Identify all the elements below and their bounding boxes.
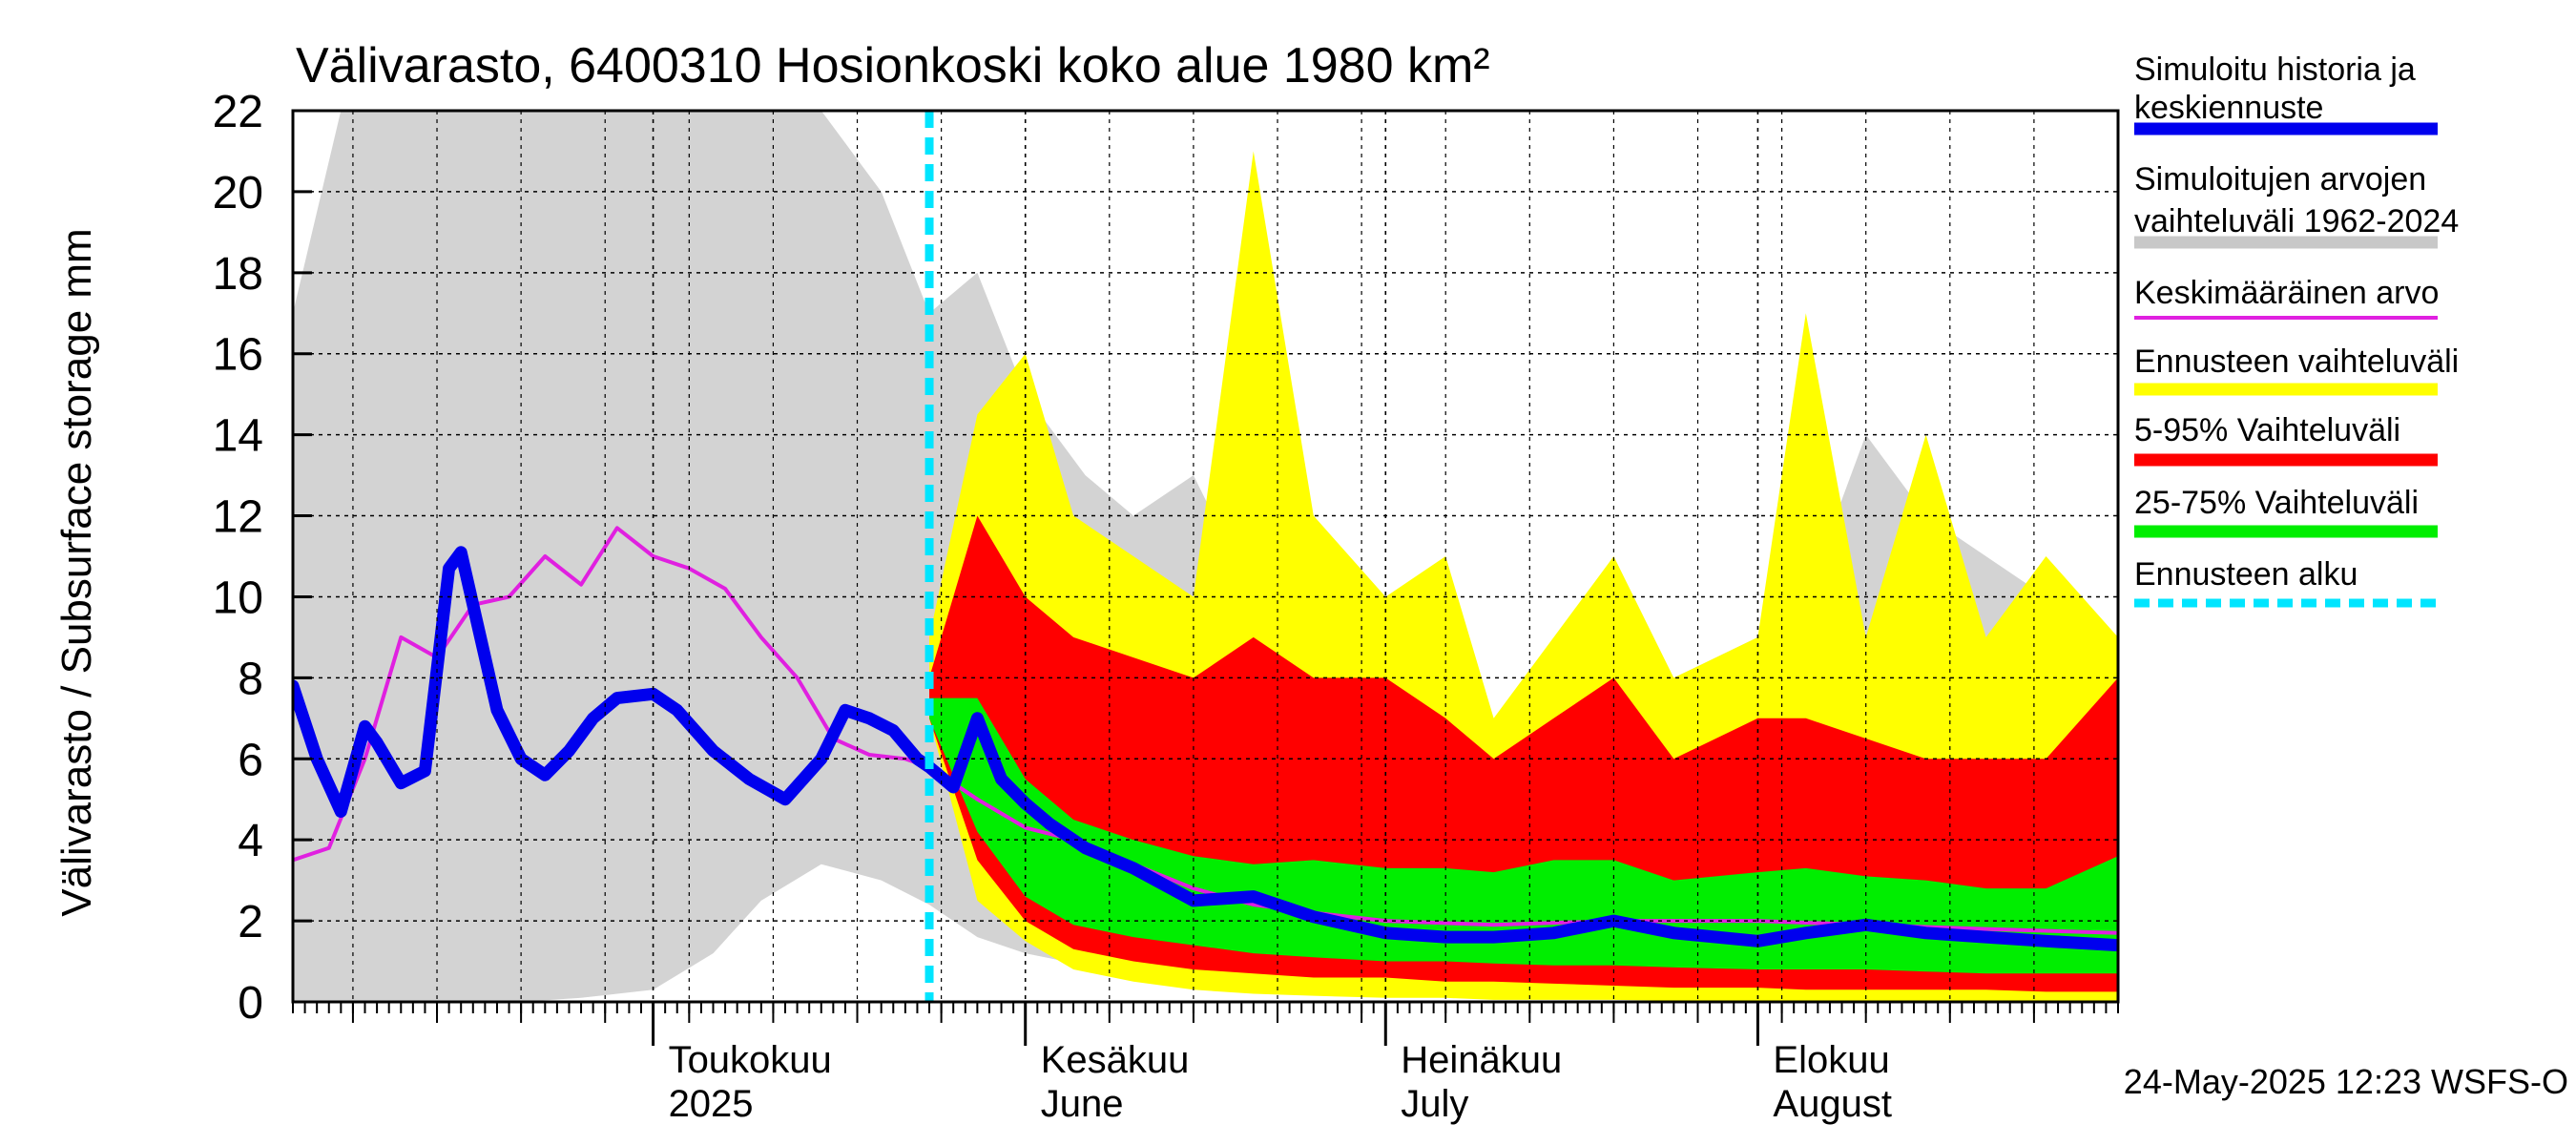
legend-label: Simuloitu historia ja xyxy=(2134,52,2416,88)
y-tick-label: 12 xyxy=(213,492,263,543)
x-month-sublabel: July xyxy=(1401,1083,1468,1125)
legend-label: Keskimääräinen arvo xyxy=(2134,275,2439,311)
timestamp: 24-May-2025 12:23 WSFS-O xyxy=(2124,1062,2568,1101)
legend-label: vaihteluväli 1962-2024 xyxy=(2134,203,2459,239)
x-month-sublabel: June xyxy=(1041,1083,1124,1125)
y-tick-label: 6 xyxy=(238,735,263,785)
x-month-sublabel: 2025 xyxy=(669,1083,754,1125)
y-tick-label: 14 xyxy=(213,411,263,462)
y-tick-label: 10 xyxy=(213,572,263,623)
x-month-label: Kesäkuu xyxy=(1041,1039,1190,1081)
x-month-label: Toukokuu xyxy=(669,1039,832,1081)
band-25-75-vaihteluvali xyxy=(929,697,2118,974)
legend-label: 5-95% Vaihteluväli xyxy=(2134,412,2400,448)
y-tick-label: 22 xyxy=(213,87,263,137)
legend-label: Simuloitujen arvojen xyxy=(2134,161,2426,198)
y-axis-label: Välivarasto / Subsurface storage mm xyxy=(53,228,100,916)
legend-label: keskiennuste xyxy=(2134,90,2323,126)
legend-label: 25-75% Vaihteluväli xyxy=(2134,485,2419,521)
y-tick-label: 18 xyxy=(213,249,263,300)
x-month-sublabel: August xyxy=(1773,1083,1892,1125)
chart-title: Välivarasto, 6400310 Hosionkoski koko al… xyxy=(296,38,1490,94)
line-simuloitu-historia-ja-keskiennuste xyxy=(293,546,2118,952)
legend-label: Ennusteen vaihteluväli xyxy=(2134,344,2459,380)
y-tick-label: 0 xyxy=(238,978,263,1029)
y-tick-label: 2 xyxy=(238,897,263,947)
y-tick-label: 20 xyxy=(213,168,263,219)
line-keskimaarainen-arvo xyxy=(293,526,2118,935)
legend-label: Ennusteen alku xyxy=(2134,556,2358,593)
y-tick-label: 8 xyxy=(238,654,263,704)
y-tick-label: 16 xyxy=(213,330,263,381)
x-month-label: Heinäkuu xyxy=(1401,1039,1562,1081)
x-month-label: Elokuu xyxy=(1773,1039,1889,1081)
y-tick-label: 4 xyxy=(238,816,263,866)
